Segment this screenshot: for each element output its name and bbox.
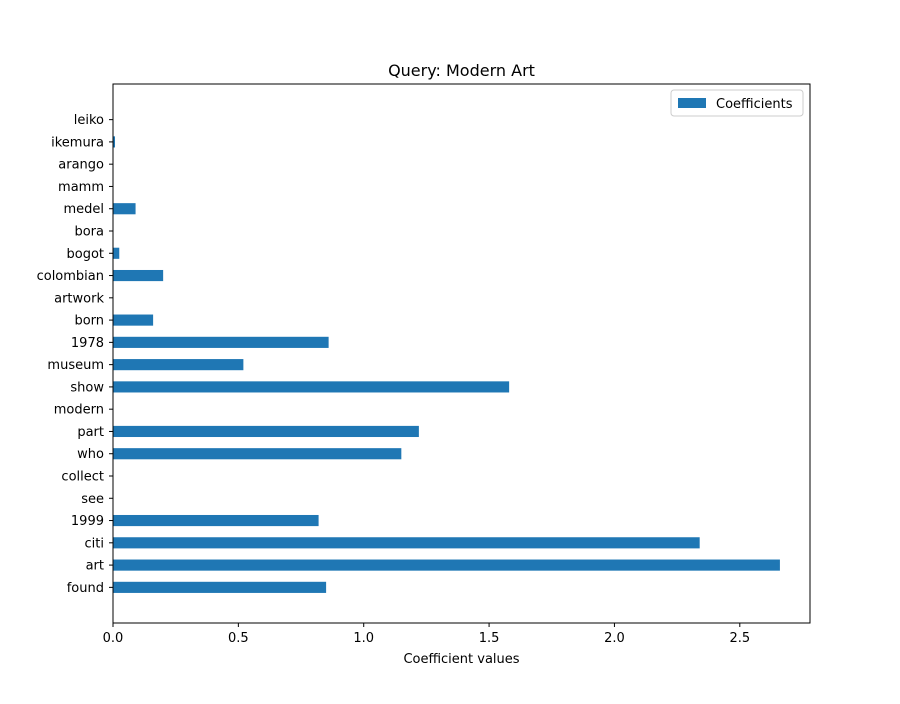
bars-layer — [113, 136, 780, 593]
y-tick-label: modern — [54, 403, 104, 418]
y-tick-label: see — [81, 492, 104, 507]
y-tick-label: 1999 — [71, 514, 104, 529]
y-tick-label: collect — [61, 470, 104, 485]
y-tick-label: who — [77, 447, 104, 462]
x-tick-layer: 0.0 0.5 1.0 1.5 2.0 2.5 — [103, 623, 750, 646]
bar-1999 — [113, 514, 319, 527]
y-tick-label: bora — [74, 225, 104, 240]
y-tick-label: medel — [63, 202, 104, 217]
y-tick-label: leiko — [74, 113, 104, 128]
legend-box — [670, 89, 804, 117]
y-tick-label: arango — [58, 158, 104, 173]
y-tick-label: ikemura — [51, 135, 104, 150]
y-tick-label: colombian — [37, 269, 104, 284]
plot-background — [113, 84, 810, 623]
y-tick-label: bogot — [66, 247, 104, 262]
bar-1978 — [113, 336, 329, 348]
bar-museum — [113, 359, 244, 371]
y-tick-label: art — [86, 559, 104, 574]
y-tick-label: show — [70, 380, 104, 395]
y-tick-label: 1978 — [71, 336, 104, 351]
x-tick-label: 2.5 — [729, 631, 750, 646]
bar-show — [113, 381, 510, 393]
x-tick-label: 0.0 — [103, 631, 124, 646]
x-tick-label: 0.5 — [228, 631, 249, 646]
bar-who — [113, 448, 402, 460]
y-tick-label: citi — [85, 536, 104, 551]
bar-colombian — [113, 269, 164, 282]
plot-frame — [112, 83, 811, 624]
x-tick-label: 1.0 — [353, 631, 374, 646]
y-tick-label: mamm — [58, 180, 104, 195]
legend-label: Coefficients — [716, 97, 793, 112]
bar-citi — [113, 537, 700, 549]
chart-title: Query: Modern Art — [388, 61, 535, 80]
y-tick-label: found — [67, 581, 104, 596]
y-tick-label: museum — [47, 358, 104, 373]
bar-art — [113, 559, 780, 571]
bar-ikemura — [113, 136, 116, 148]
bar-medel — [113, 203, 136, 215]
x-tick-label: 2.0 — [604, 631, 625, 646]
legend: Coefficients — [670, 89, 804, 117]
y-tick-label: artwork — [54, 291, 104, 306]
y-tick-label: born — [74, 314, 104, 329]
x-tick-label: 1.5 — [479, 631, 500, 646]
y-tick-label: part — [77, 425, 104, 440]
x-axis-title: Coefficient values — [403, 652, 519, 667]
y-tick-layer: found art citi 1999 see collect who part modern s… — [37, 113, 113, 596]
bar-born — [113, 314, 154, 326]
legend-swatch — [678, 98, 706, 108]
bar-found — [113, 581, 327, 593]
bar-part — [113, 425, 419, 438]
bar-bogot — [113, 247, 120, 259]
